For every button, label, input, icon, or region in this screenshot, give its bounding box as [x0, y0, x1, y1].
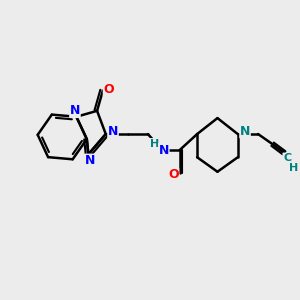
Text: O: O	[103, 82, 114, 96]
Text: H: H	[289, 163, 298, 173]
Text: O: O	[168, 168, 179, 181]
Text: C: C	[283, 153, 291, 163]
Text: N: N	[159, 143, 169, 157]
Text: N: N	[240, 124, 250, 138]
Text: N: N	[85, 154, 95, 167]
Text: N: N	[70, 104, 80, 117]
Text: H: H	[150, 139, 159, 148]
Text: N: N	[108, 124, 118, 138]
